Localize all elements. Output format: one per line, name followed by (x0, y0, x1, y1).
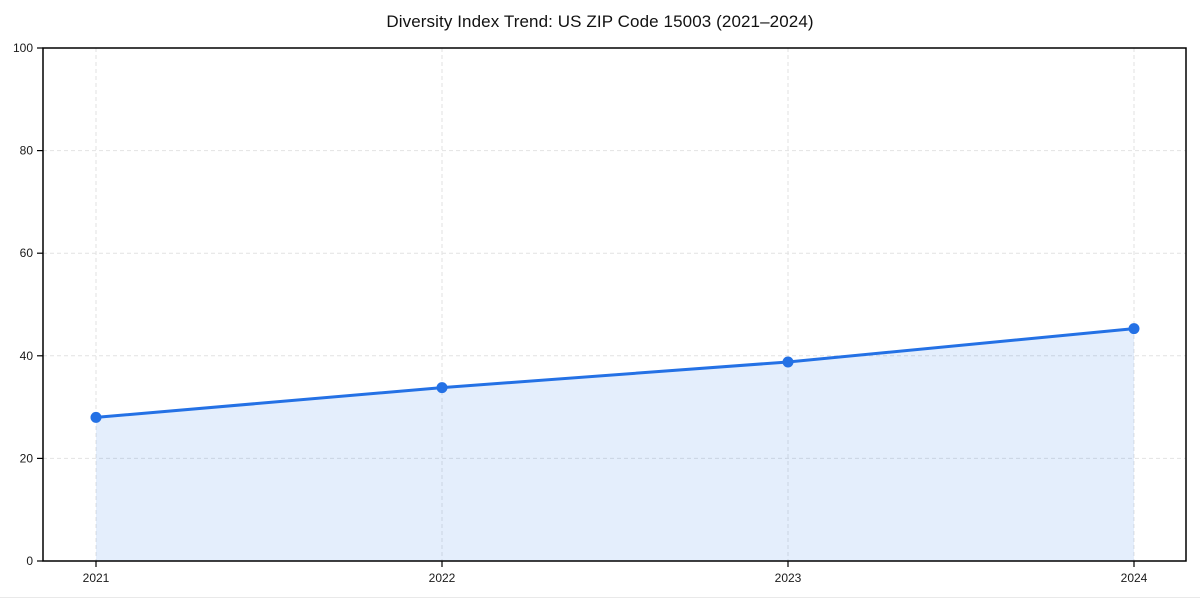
chart-title: Diversity Index Trend: US ZIP Code 15003… (386, 12, 814, 31)
data-point-2021 (90, 411, 102, 423)
area-fill (96, 328, 1134, 561)
y-tick-label: 100 (13, 41, 33, 55)
y-tick-label: 0 (26, 554, 33, 568)
trend-line (94, 327, 1136, 419)
x-tick-label: 2024 (1121, 571, 1148, 585)
window-bottom-edge (0, 597, 1200, 598)
x-tick-label: 2023 (775, 571, 802, 585)
data-point-2023 (782, 356, 794, 368)
y-tick-label: 40 (20, 349, 34, 363)
y-tick-label: 80 (20, 144, 34, 158)
axes-box (42, 47, 1187, 562)
data-point-2022 (436, 382, 448, 394)
x-tick-label: 2021 (83, 571, 110, 585)
y-tick-label: 20 (20, 451, 34, 465)
plot-background (43, 48, 1186, 561)
y-tick-label: 60 (20, 246, 34, 260)
data-point-2024 (1128, 323, 1140, 335)
x-tick-label: 2022 (429, 571, 456, 585)
